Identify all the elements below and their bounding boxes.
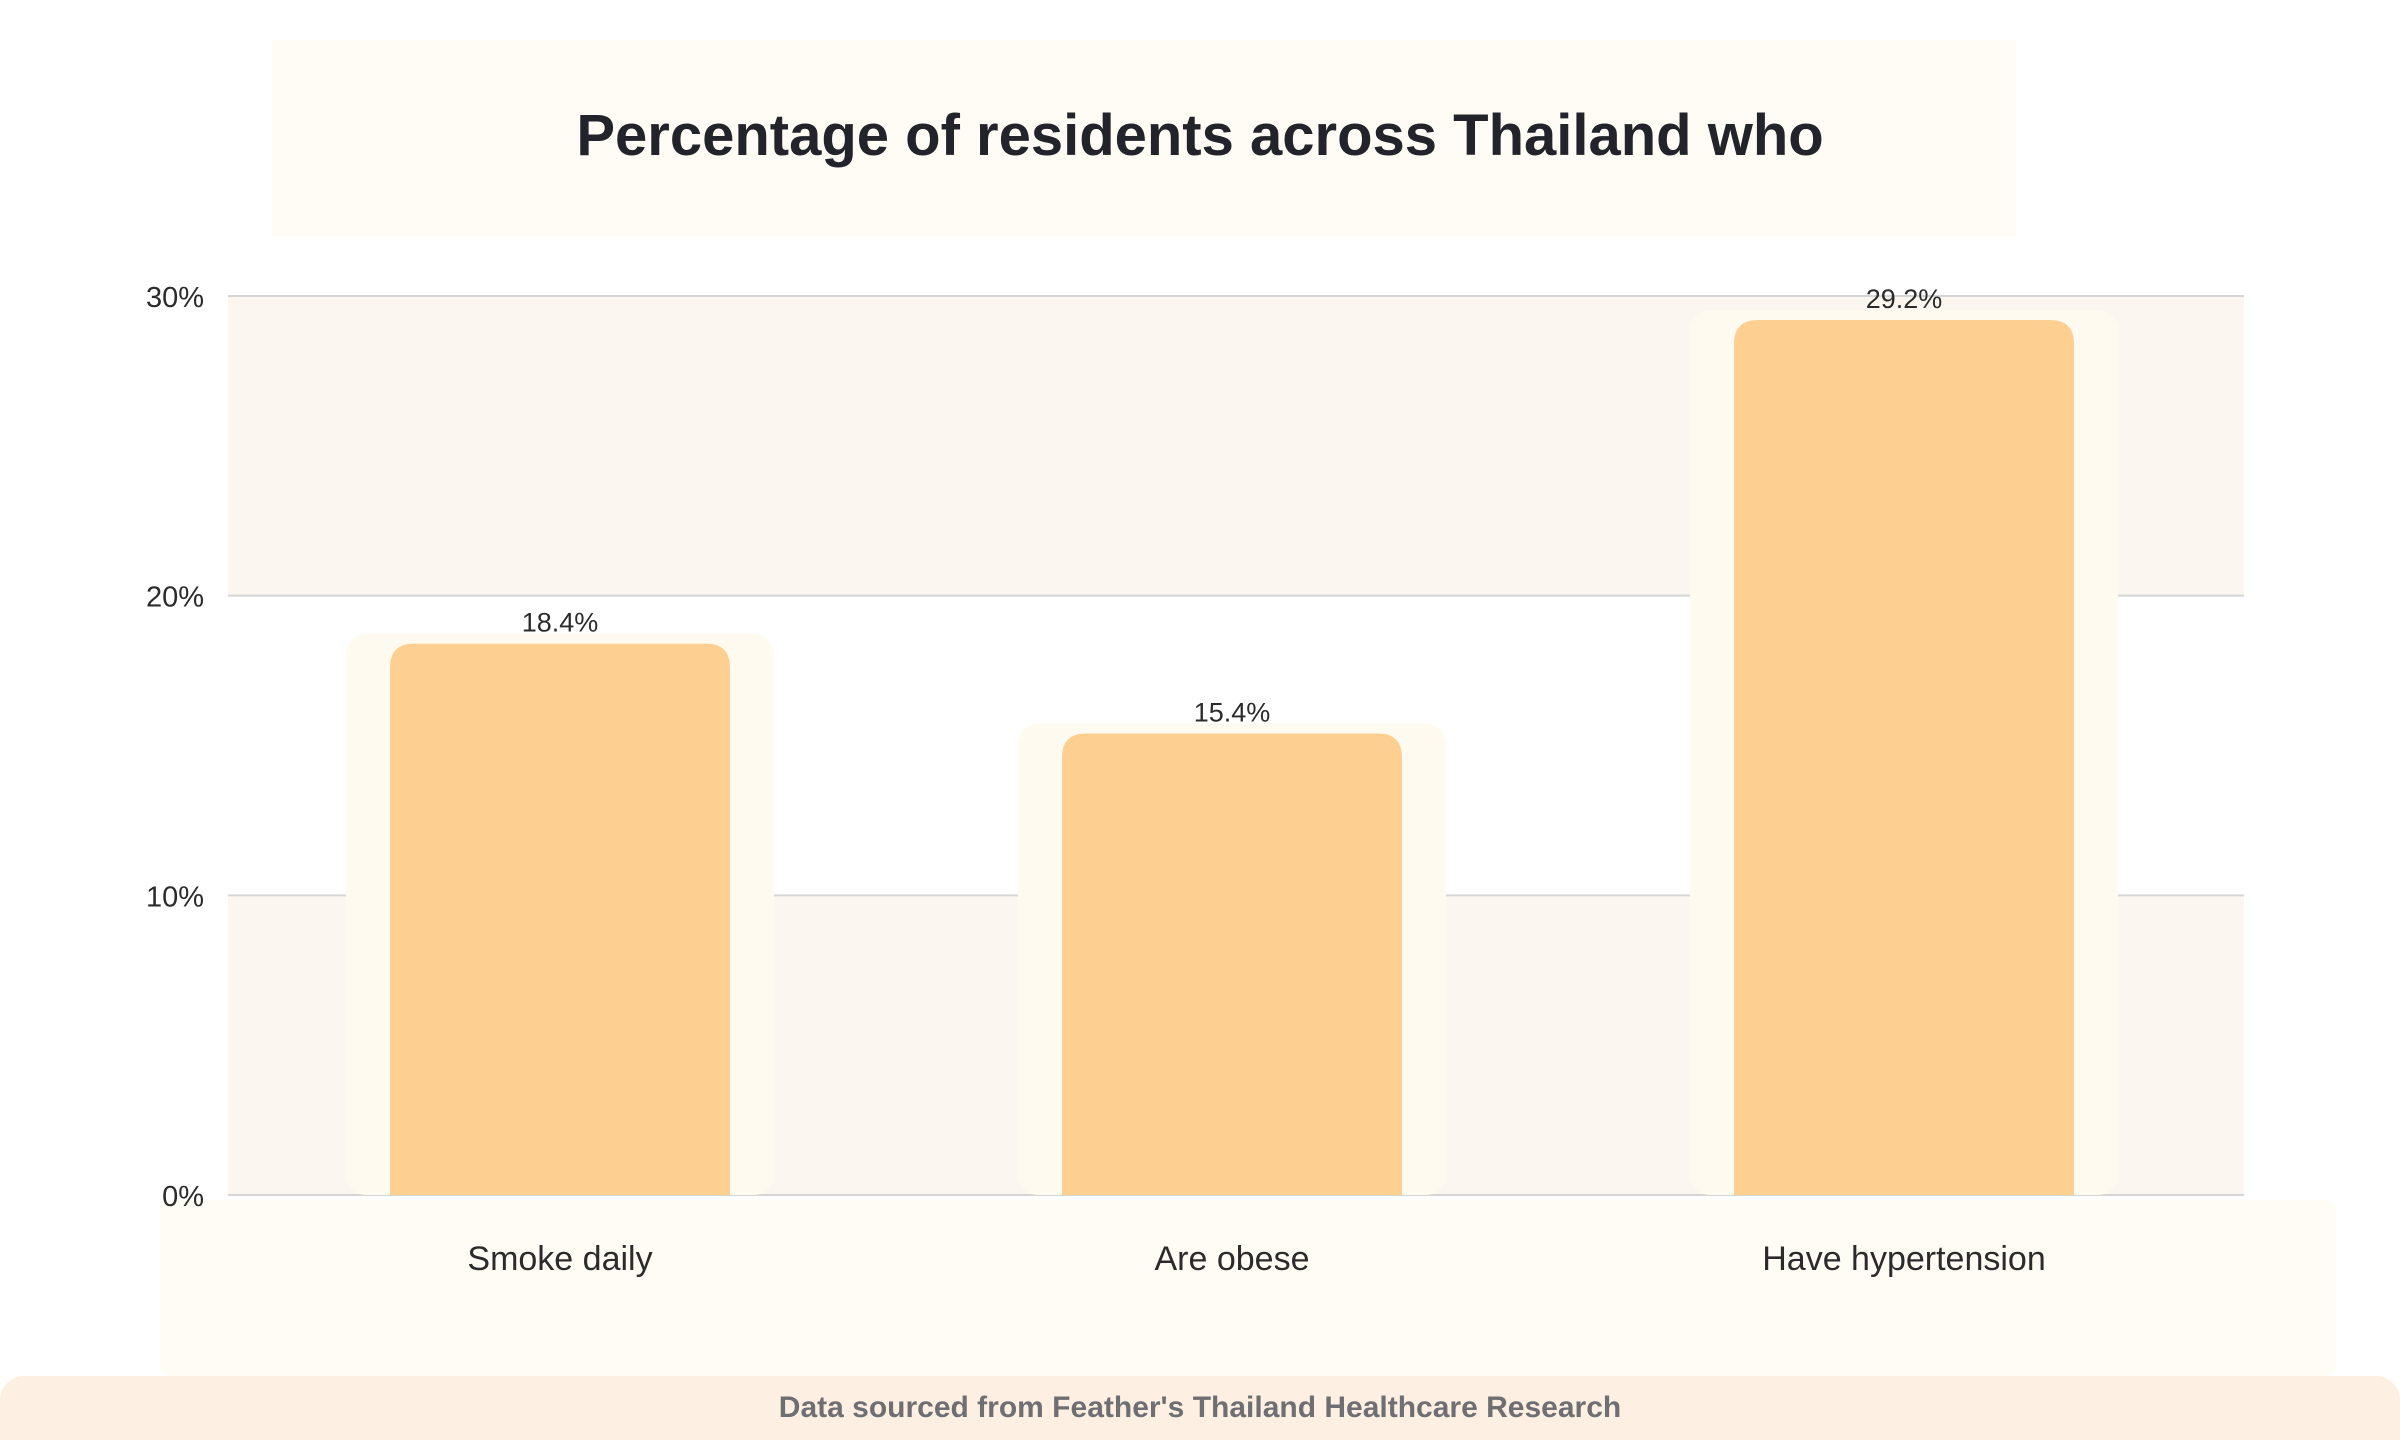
y-tick-label: 10% bbox=[146, 881, 204, 913]
chart-title: Percentage of residents across Thailand … bbox=[576, 103, 1824, 168]
x-category-label: Smoke daily bbox=[467, 1240, 652, 1278]
bar bbox=[1062, 733, 1402, 1195]
bar-value-label: 15.4% bbox=[1194, 698, 1271, 728]
x-category-label: Have hypertension bbox=[1762, 1240, 2046, 1278]
x-category-label: Are obese bbox=[1155, 1240, 1310, 1278]
footer-source-text: Data sourced from Feather's Thailand Hea… bbox=[778, 1391, 1622, 1424]
bar bbox=[390, 643, 730, 1195]
y-tick-label: 20% bbox=[146, 582, 204, 614]
bar-chart: 0% 10% 20% 30% 18.4% Smoke daily 15.4% Are obes… bbox=[146, 282, 2244, 1278]
y-tick-label: 30% bbox=[146, 282, 204, 314]
x-axis-label-panel bbox=[160, 1200, 2336, 1376]
footer: Data sourced from Feather's Thailand Hea… bbox=[0, 1376, 2400, 1440]
y-tick-label: 0% bbox=[162, 1181, 204, 1213]
bar-value-label: 18.4% bbox=[522, 608, 599, 638]
title-panel bbox=[272, 40, 2016, 236]
bar-value-label: 29.2% bbox=[1866, 284, 1943, 314]
bar bbox=[1734, 319, 2074, 1195]
